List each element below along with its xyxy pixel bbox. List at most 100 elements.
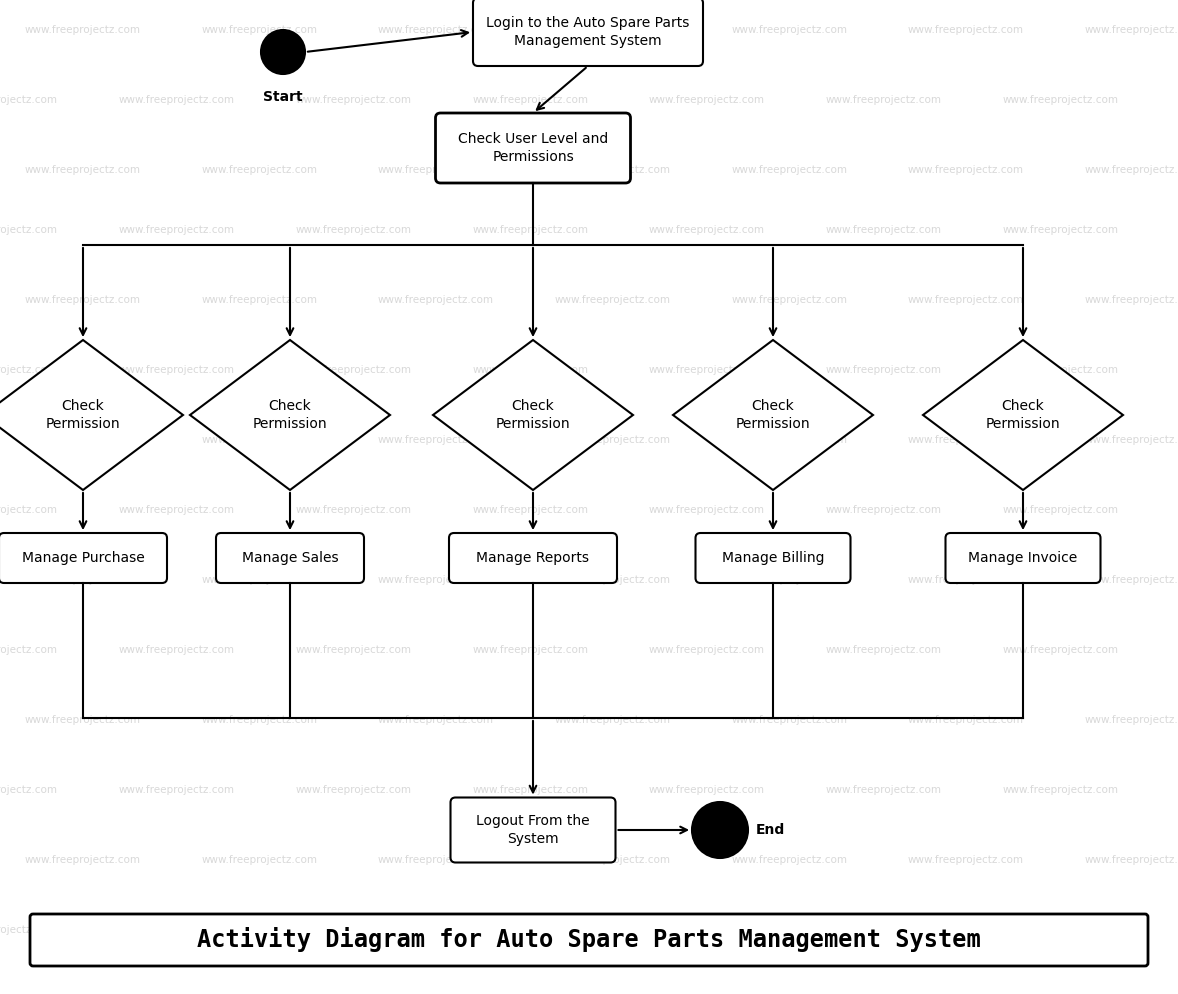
FancyBboxPatch shape — [216, 533, 364, 583]
Text: www.freeprojectz.com: www.freeprojectz.com — [378, 855, 494, 865]
Text: www.freeprojectz.com: www.freeprojectz.com — [649, 925, 765, 935]
Circle shape — [262, 30, 305, 74]
Text: www.freeprojectz.com: www.freeprojectz.com — [472, 365, 588, 375]
Text: www.freeprojectz.com: www.freeprojectz.com — [908, 575, 1024, 585]
Text: www.freeprojectz.com: www.freeprojectz.com — [555, 855, 670, 865]
Text: www.freeprojectz.com: www.freeprojectz.com — [1002, 645, 1118, 655]
Text: www.freeprojectz.com: www.freeprojectz.com — [25, 435, 140, 445]
Text: Manage Reports: Manage Reports — [476, 551, 589, 565]
Text: www.freeprojectz.com: www.freeprojectz.com — [1002, 225, 1118, 235]
Text: www.freeprojectz.com: www.freeprojectz.com — [472, 925, 588, 935]
Text: Activity Diagram for Auto Spare Parts Management System: Activity Diagram for Auto Spare Parts Ma… — [197, 927, 981, 952]
Text: Check
Permission: Check Permission — [986, 400, 1060, 430]
Text: www.freeprojectz.com: www.freeprojectz.com — [0, 365, 58, 375]
Text: www.freeprojectz.com: www.freeprojectz.com — [732, 435, 847, 445]
Text: www.freeprojectz.com: www.freeprojectz.com — [296, 225, 411, 235]
Text: www.freeprojectz.com: www.freeprojectz.com — [0, 505, 58, 515]
Text: www.freeprojectz.com: www.freeprojectz.com — [1085, 575, 1178, 585]
FancyBboxPatch shape — [0, 533, 167, 583]
Text: www.freeprojectz.com: www.freeprojectz.com — [826, 365, 941, 375]
Text: www.freeprojectz.com: www.freeprojectz.com — [826, 925, 941, 935]
Text: Check User Level and
Permissions: Check User Level and Permissions — [458, 132, 608, 164]
Text: www.freeprojectz.com: www.freeprojectz.com — [472, 645, 588, 655]
Text: www.freeprojectz.com: www.freeprojectz.com — [119, 645, 234, 655]
Text: www.freeprojectz.com: www.freeprojectz.com — [378, 295, 494, 305]
Text: Login to the Auto Spare Parts
Management System: Login to the Auto Spare Parts Management… — [487, 16, 689, 48]
Text: Check
Permission: Check Permission — [736, 400, 810, 430]
FancyBboxPatch shape — [449, 533, 617, 583]
Text: Manage Purchase: Manage Purchase — [21, 551, 145, 565]
Polygon shape — [190, 340, 390, 490]
Text: Check
Permission: Check Permission — [46, 400, 120, 430]
Text: Manage Billing: Manage Billing — [722, 551, 825, 565]
Text: www.freeprojectz.com: www.freeprojectz.com — [201, 715, 317, 725]
Text: www.freeprojectz.com: www.freeprojectz.com — [25, 715, 140, 725]
Text: www.freeprojectz.com: www.freeprojectz.com — [201, 575, 317, 585]
Text: www.freeprojectz.com: www.freeprojectz.com — [378, 25, 494, 35]
Text: www.freeprojectz.com: www.freeprojectz.com — [119, 785, 234, 795]
FancyBboxPatch shape — [946, 533, 1100, 583]
Polygon shape — [434, 340, 633, 490]
Text: www.freeprojectz.com: www.freeprojectz.com — [119, 95, 234, 105]
Text: www.freeprojectz.com: www.freeprojectz.com — [378, 575, 494, 585]
Text: www.freeprojectz.com: www.freeprojectz.com — [732, 295, 847, 305]
Text: www.freeprojectz.com: www.freeprojectz.com — [826, 225, 941, 235]
Text: www.freeprojectz.com: www.freeprojectz.com — [378, 715, 494, 725]
Text: www.freeprojectz.com: www.freeprojectz.com — [1085, 855, 1178, 865]
Text: www.freeprojectz.com: www.freeprojectz.com — [25, 165, 140, 175]
Text: www.freeprojectz.com: www.freeprojectz.com — [649, 785, 765, 795]
Text: www.freeprojectz.com: www.freeprojectz.com — [201, 295, 317, 305]
Text: www.freeprojectz.com: www.freeprojectz.com — [1085, 25, 1178, 35]
Text: www.freeprojectz.com: www.freeprojectz.com — [732, 25, 847, 35]
FancyBboxPatch shape — [450, 797, 615, 863]
Text: www.freeprojectz.com: www.freeprojectz.com — [908, 715, 1024, 725]
Text: www.freeprojectz.com: www.freeprojectz.com — [908, 855, 1024, 865]
Text: www.freeprojectz.com: www.freeprojectz.com — [25, 575, 140, 585]
Text: www.freeprojectz.com: www.freeprojectz.com — [201, 25, 317, 35]
Text: www.freeprojectz.com: www.freeprojectz.com — [908, 25, 1024, 35]
Text: www.freeprojectz.com: www.freeprojectz.com — [649, 645, 765, 655]
Circle shape — [691, 802, 748, 858]
Text: www.freeprojectz.com: www.freeprojectz.com — [555, 165, 670, 175]
Text: www.freeprojectz.com: www.freeprojectz.com — [119, 225, 234, 235]
Text: www.freeprojectz.com: www.freeprojectz.com — [25, 855, 140, 865]
Text: www.freeprojectz.com: www.freeprojectz.com — [1085, 295, 1178, 305]
Text: www.freeprojectz.com: www.freeprojectz.com — [0, 225, 58, 235]
Text: www.freeprojectz.com: www.freeprojectz.com — [1002, 925, 1118, 935]
Text: www.freeprojectz.com: www.freeprojectz.com — [296, 645, 411, 655]
Text: www.freeprojectz.com: www.freeprojectz.com — [826, 505, 941, 515]
Text: www.freeprojectz.com: www.freeprojectz.com — [378, 165, 494, 175]
Text: www.freeprojectz.com: www.freeprojectz.com — [472, 225, 588, 235]
Polygon shape — [673, 340, 873, 490]
FancyBboxPatch shape — [695, 533, 851, 583]
Text: www.freeprojectz.com: www.freeprojectz.com — [1002, 505, 1118, 515]
Text: www.freeprojectz.com: www.freeprojectz.com — [555, 575, 670, 585]
Text: Manage Invoice: Manage Invoice — [968, 551, 1078, 565]
Text: www.freeprojectz.com: www.freeprojectz.com — [296, 505, 411, 515]
Text: www.freeprojectz.com: www.freeprojectz.com — [555, 295, 670, 305]
Text: www.freeprojectz.com: www.freeprojectz.com — [555, 435, 670, 445]
Text: www.freeprojectz.com: www.freeprojectz.com — [1085, 165, 1178, 175]
Text: End: End — [756, 823, 786, 837]
Text: www.freeprojectz.com: www.freeprojectz.com — [908, 165, 1024, 175]
Text: www.freeprojectz.com: www.freeprojectz.com — [649, 95, 765, 105]
Text: www.freeprojectz.com: www.freeprojectz.com — [472, 785, 588, 795]
Text: www.freeprojectz.com: www.freeprojectz.com — [1002, 365, 1118, 375]
Text: www.freeprojectz.com: www.freeprojectz.com — [1085, 435, 1178, 445]
Text: www.freeprojectz.com: www.freeprojectz.com — [649, 365, 765, 375]
Text: www.freeprojectz.com: www.freeprojectz.com — [732, 855, 847, 865]
Text: Manage Sales: Manage Sales — [241, 551, 338, 565]
FancyBboxPatch shape — [436, 113, 630, 183]
Text: www.freeprojectz.com: www.freeprojectz.com — [201, 435, 317, 445]
Text: www.freeprojectz.com: www.freeprojectz.com — [826, 95, 941, 105]
Text: www.freeprojectz.com: www.freeprojectz.com — [732, 575, 847, 585]
Text: www.freeprojectz.com: www.freeprojectz.com — [296, 95, 411, 105]
Text: www.freeprojectz.com: www.freeprojectz.com — [649, 505, 765, 515]
Text: www.freeprojectz.com: www.freeprojectz.com — [25, 295, 140, 305]
Text: www.freeprojectz.com: www.freeprojectz.com — [25, 25, 140, 35]
Text: www.freeprojectz.com: www.freeprojectz.com — [296, 365, 411, 375]
Text: Check
Permission: Check Permission — [496, 400, 570, 430]
Text: www.freeprojectz.com: www.freeprojectz.com — [0, 925, 58, 935]
Text: Start: Start — [263, 90, 303, 104]
FancyBboxPatch shape — [474, 0, 703, 66]
